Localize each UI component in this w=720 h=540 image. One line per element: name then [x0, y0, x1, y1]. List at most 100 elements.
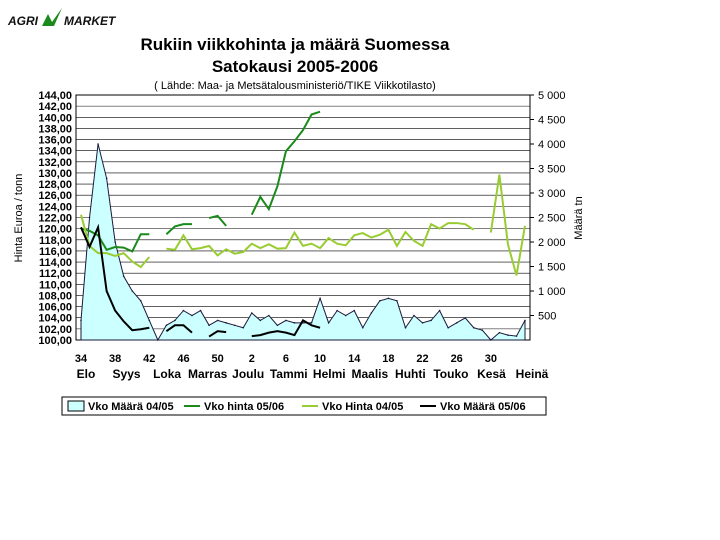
x-axis-week-ticks: 34 38 42 46 50 2 6 10 14 18 22 26 30 — [75, 353, 497, 365]
x-month-label: Joulu — [232, 367, 264, 381]
data-point-0 — [464, 317, 467, 319]
chart-title-line2: Satokausi 2005-2006 — [212, 57, 378, 76]
logo-text-market: MARKET — [64, 14, 117, 28]
data-point-0 — [105, 177, 108, 180]
y-tick-label-right: 3 000 — [538, 188, 566, 200]
series-line-1 — [165, 223, 192, 235]
y-tick-label-left: 128,00 — [38, 179, 72, 191]
data-point-0 — [259, 319, 262, 322]
series-line-3 — [80, 223, 150, 332]
data-point-0 — [507, 334, 509, 336]
data-point-0 — [285, 319, 287, 322]
data-point-0 — [370, 312, 373, 314]
x-tick-label-week: 22 — [416, 353, 428, 365]
logo-text-agri: AGRI — [7, 14, 39, 28]
x-axis-month-labels: Elo Syys Loka Marras Joulu Tammi Helmi Maalis Hu… — [77, 367, 549, 381]
x-tick-label-week: 34 — [75, 353, 88, 365]
data-point-0 — [310, 322, 313, 324]
y-tick-label-right: 4 000 — [538, 139, 566, 151]
x-tick-label-week: 6 — [283, 353, 289, 365]
y-tick-label-left: 102,00 — [38, 324, 72, 336]
y-tick-label-left: 132,00 — [38, 157, 72, 169]
y-tick-label-right: 1 500 — [538, 262, 566, 274]
x-month-label: Elo — [77, 367, 96, 381]
right-axis-title: Määrä tn — [573, 196, 585, 239]
legend-items: Vko Määrä 04/05 Vko hinta 05/06 Vko Hinta … — [67, 400, 526, 413]
x-tick-label-week: 18 — [382, 353, 394, 365]
x-tick-label-week: 30 — [485, 353, 497, 365]
y-tick-label-left: 108,00 — [38, 290, 72, 302]
data-point-0 — [404, 326, 407, 329]
data-point-0 — [268, 314, 270, 317]
x-tick-label-week: 2 — [249, 353, 255, 365]
y-tick-label-left: 114,00 — [39, 257, 72, 269]
series-line-3 — [251, 319, 321, 338]
y-tick-label-right: 1 000 — [538, 286, 566, 298]
x-month-label: Heinä — [516, 367, 549, 381]
y-tick-label-right: 5 000 — [538, 90, 566, 102]
y-tick-label-left: 136,00 — [38, 135, 72, 147]
y-tick-label-right: 2 500 — [538, 213, 566, 225]
data-point-0 — [379, 300, 381, 302]
data-point-0 — [447, 326, 449, 329]
chart-subtitle: ( Lähde: Maa- ja Metsätalousministeriö/T… — [154, 80, 436, 92]
data-point-0 — [293, 322, 296, 324]
x-tick-label-week: 42 — [143, 353, 155, 365]
series-line-1 — [208, 214, 227, 227]
x-month-label: Syys — [113, 367, 141, 381]
data-point-0 — [430, 319, 432, 322]
data-point-0 — [413, 314, 415, 317]
y-tick-label-left: 110,00 — [39, 279, 72, 291]
x-tick-label-week: 10 — [314, 353, 326, 365]
x-month-label: Kesä — [477, 367, 506, 381]
x-month-label: Marras — [188, 367, 228, 381]
data-point-0 — [396, 300, 398, 302]
data-point-0 — [472, 326, 475, 329]
data-point-0 — [157, 339, 159, 341]
x-tick-label-week: 38 — [109, 353, 121, 365]
y-tick-label-left: 140,00 — [38, 112, 72, 124]
left-axis-title: Hinta Euroa / tonn — [13, 174, 25, 263]
y-tick-label-right: 4 500 — [538, 115, 566, 127]
y-tick-label-left: 122,00 — [38, 213, 72, 225]
series-line-2 — [166, 222, 475, 257]
data-point-0 — [182, 309, 185, 312]
data-point-0 — [524, 319, 526, 322]
y-tick-label-right: 3 500 — [538, 164, 566, 176]
x-tick-label-week: 46 — [177, 353, 189, 365]
data-point-0 — [319, 297, 321, 300]
y-tick-label-left: 126,00 — [38, 190, 72, 202]
legend-swatch — [67, 400, 85, 412]
series-line-2 — [80, 214, 151, 269]
legend-label: Vko hinta 05/06 — [204, 401, 284, 413]
data-point-0 — [327, 322, 330, 324]
data-point-0 — [80, 319, 82, 322]
y-tick-label-left: 134,00 — [38, 146, 72, 158]
series-line-1 — [80, 227, 150, 253]
x-month-label: Touko — [433, 367, 468, 381]
series-line-2 — [489, 174, 526, 276]
data-point-0 — [139, 300, 142, 302]
x-tick-label-week: 50 — [211, 353, 223, 365]
y-tick-label-left: 144,00 — [38, 90, 72, 102]
data-point-0 — [361, 326, 364, 329]
left-axis-ticks: 144,00142,00140,00138,00136,00134,00132,… — [38, 90, 72, 347]
data-point-0 — [114, 241, 116, 243]
y-tick-label-right: 500 — [538, 311, 556, 323]
data-point-0 — [481, 329, 484, 332]
x-month-label: Tammi — [270, 367, 308, 381]
x-month-label: Huhti — [395, 367, 426, 381]
chart-title: Rukiin viikkohinta ja määrä Suomessa — [141, 35, 451, 54]
y-tick-label-left: 120,00 — [38, 224, 72, 236]
data-point-0 — [438, 309, 441, 312]
data-point-0 — [88, 216, 91, 219]
y-tick-label-left: 130,00 — [38, 168, 72, 180]
lines-layer — [80, 110, 526, 338]
data-point-0 — [276, 324, 279, 327]
series-line-3 — [165, 324, 193, 334]
data-point-0 — [208, 324, 210, 327]
y-tick-label-left: 106,00 — [38, 302, 72, 314]
right-axis-ticks: 5 000 4 500 4 000 3 500 3 000 2 500 2 000 1 500… — [530, 90, 566, 323]
series-line-3 — [208, 330, 227, 338]
data-point-0 — [174, 319, 176, 322]
